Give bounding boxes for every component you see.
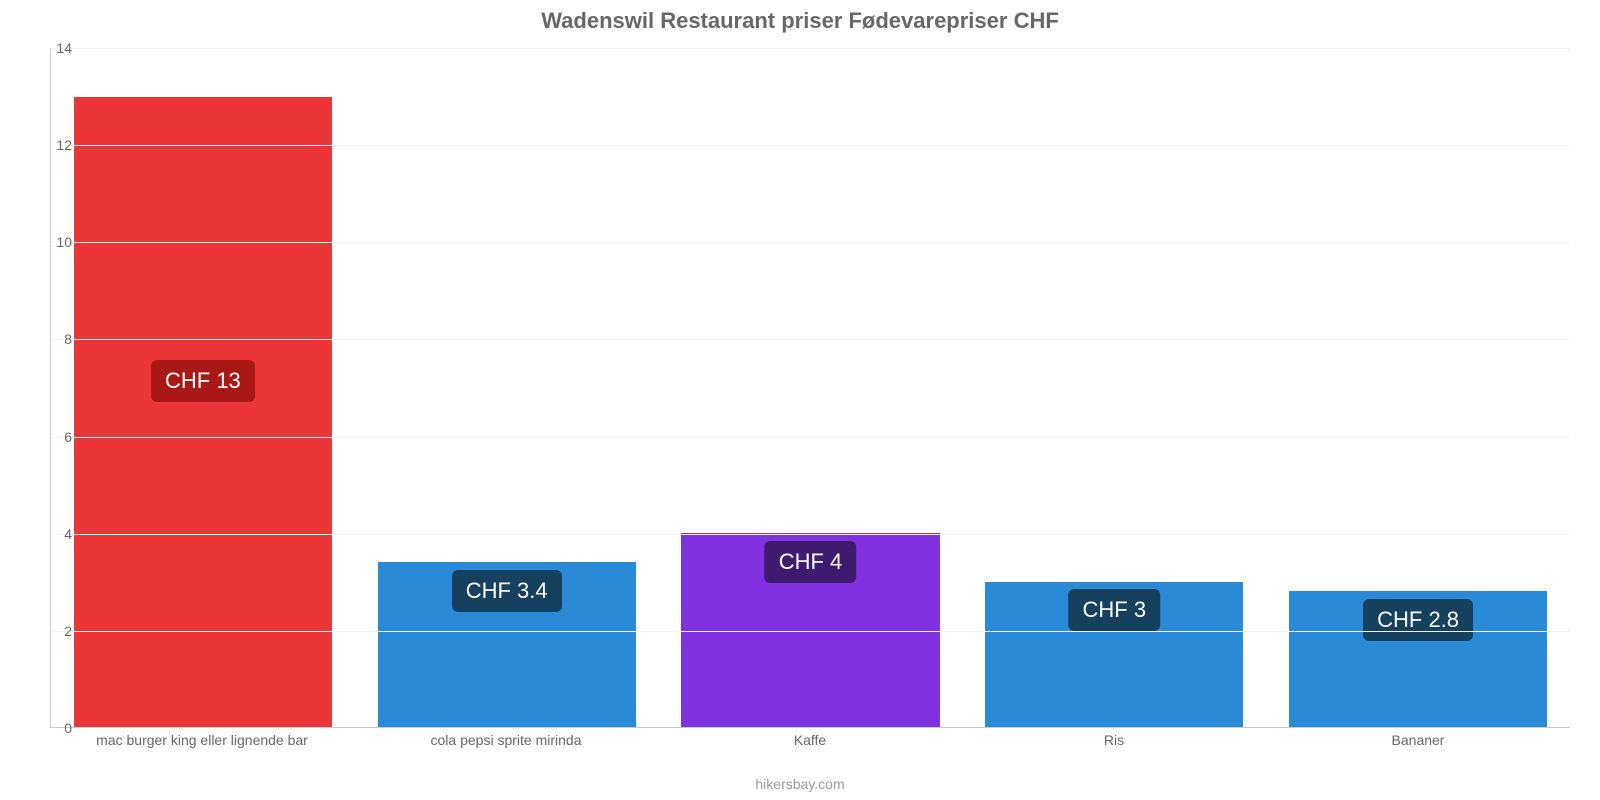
price-bar-chart: Wadenswil Restaurant priser Fødevarepris… (0, 0, 1600, 800)
x-tick-label: mac burger king eller lignende bar (50, 732, 354, 748)
y-tick-label: 6 (32, 429, 72, 445)
bar-slot: CHF 3.4 (355, 48, 659, 727)
gridline (51, 631, 1570, 632)
gridline (51, 437, 1570, 438)
bar-value-label: CHF 2.8 (1363, 599, 1473, 641)
y-tick-label: 10 (32, 234, 72, 250)
bar-value-label: CHF 3 (1069, 589, 1161, 631)
y-tick-label: 8 (32, 331, 72, 347)
y-tick-label: 2 (32, 623, 72, 639)
bar-value-label: CHF 4 (765, 541, 857, 583)
x-tick-label: Bananer (1266, 732, 1570, 748)
x-tick-label: Ris (962, 732, 1266, 748)
gridline (51, 339, 1570, 340)
bar (74, 97, 332, 727)
plot-area: CHF 13 CHF 3.4 CHF 4 CHF 3 CHF 2.8 (50, 48, 1570, 728)
bars-container: CHF 13 CHF 3.4 CHF 4 CHF 3 CHF 2.8 (51, 48, 1570, 727)
bar-slot: CHF 4 (659, 48, 963, 727)
bar-value-label: CHF 3.4 (452, 570, 562, 612)
gridline (51, 145, 1570, 146)
bar-slot: CHF 3 (962, 48, 1266, 727)
x-tick-label: cola pepsi sprite mirinda (354, 732, 658, 748)
chart-title: Wadenswil Restaurant priser Fødevarepris… (0, 8, 1600, 34)
bar-value-label: CHF 13 (151, 360, 255, 402)
chart-credit: hikersbay.com (0, 776, 1600, 792)
y-tick-label: 12 (32, 137, 72, 153)
bar-slot: CHF 2.8 (1266, 48, 1570, 727)
gridline (51, 534, 1570, 535)
y-tick-label: 14 (32, 40, 72, 56)
gridline (51, 48, 1570, 49)
gridline (51, 242, 1570, 243)
bar-slot: CHF 13 (51, 48, 355, 727)
y-tick-label: 4 (32, 526, 72, 542)
x-axis-labels: mac burger king eller lignende barcola p… (50, 732, 1570, 748)
x-tick-label: Kaffe (658, 732, 962, 748)
